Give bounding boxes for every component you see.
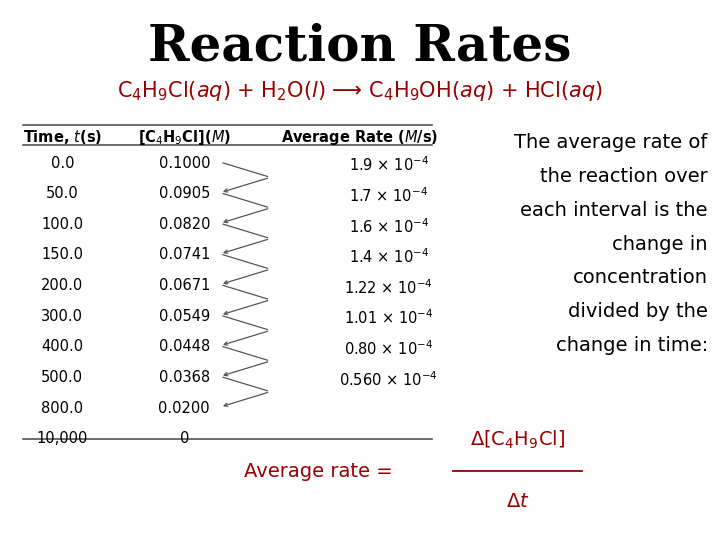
Text: Average Rate ($M$/s): Average Rate ($M$/s): [282, 127, 438, 147]
Text: 800.0: 800.0: [41, 401, 84, 416]
Text: change in time:: change in time:: [556, 336, 708, 355]
Text: 0.0448: 0.0448: [158, 339, 210, 354]
Text: change in: change in: [612, 234, 708, 254]
Text: 1.9 × 10$^{-4}$: 1.9 × 10$^{-4}$: [348, 156, 428, 174]
Text: the reaction over: the reaction over: [540, 167, 708, 186]
Text: concentration: concentration: [573, 268, 708, 287]
Text: Reaction Rates: Reaction Rates: [148, 23, 572, 72]
Text: C$_4$H$_9$Cl($aq$) + H$_2$O($l$) ⟶ C$_4$H$_9$OH($aq$) + HCl($aq$): C$_4$H$_9$Cl($aq$) + H$_2$O($l$) ⟶ C$_4$…: [117, 79, 603, 103]
Text: Δ[C$_4$H$_9$Cl]: Δ[C$_4$H$_9$Cl]: [470, 429, 565, 451]
Text: each interval is the: each interval is the: [521, 201, 708, 220]
Text: 1.01 × 10$^{-4}$: 1.01 × 10$^{-4}$: [344, 309, 433, 327]
Text: Δ$t$: Δ$t$: [506, 492, 530, 511]
Text: 0.0368: 0.0368: [158, 370, 210, 385]
Text: 0.560 × 10$^{-4}$: 0.560 × 10$^{-4}$: [339, 370, 438, 389]
Text: 50.0: 50.0: [46, 186, 78, 201]
Text: 0.0200: 0.0200: [158, 401, 210, 416]
Text: divided by the: divided by the: [568, 302, 708, 321]
Text: 0.0671: 0.0671: [158, 278, 210, 293]
Text: 0.80 × 10$^{-4}$: 0.80 × 10$^{-4}$: [344, 339, 433, 358]
Text: 150.0: 150.0: [41, 247, 84, 262]
Text: 200.0: 200.0: [41, 278, 84, 293]
Text: 0.0905: 0.0905: [158, 186, 210, 201]
Text: 0.1000: 0.1000: [158, 156, 210, 171]
Text: 100.0: 100.0: [41, 217, 84, 232]
Text: 0.0: 0.0: [50, 156, 74, 171]
Text: 10,000: 10,000: [37, 431, 88, 446]
Text: 0.0820: 0.0820: [158, 217, 210, 232]
Text: 400.0: 400.0: [41, 339, 84, 354]
Text: 1.4 × 10$^{-4}$: 1.4 × 10$^{-4}$: [348, 247, 428, 266]
Text: [C$_4$H$_9$Cl]($M$): [C$_4$H$_9$Cl]($M$): [138, 127, 231, 147]
Text: 0: 0: [179, 431, 189, 446]
Text: Average rate =: Average rate =: [245, 462, 400, 481]
Text: 0.0549: 0.0549: [158, 309, 210, 323]
Text: 1.7 × 10$^{-4}$: 1.7 × 10$^{-4}$: [349, 186, 428, 205]
Text: 1.22 × 10$^{-4}$: 1.22 × 10$^{-4}$: [344, 278, 433, 297]
Text: 1.6 × 10$^{-4}$: 1.6 × 10$^{-4}$: [348, 217, 428, 235]
Text: 0.0741: 0.0741: [158, 247, 210, 262]
Text: Time, $t$(s): Time, $t$(s): [23, 127, 102, 146]
Text: The average rate of: The average rate of: [515, 133, 708, 152]
Text: 300.0: 300.0: [41, 309, 84, 323]
Text: 500.0: 500.0: [41, 370, 84, 385]
